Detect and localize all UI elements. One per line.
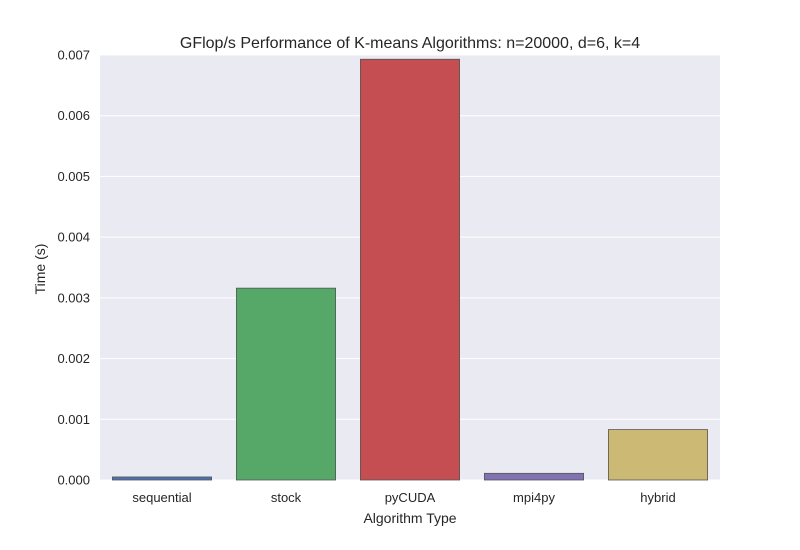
bar-hybrid <box>608 429 709 481</box>
x-axis-label: Algorithm Type <box>363 510 456 526</box>
y-tick-label: 0.004 <box>57 230 90 245</box>
chart-title: GFlop/s Performance of K-means Algorithm… <box>180 35 640 52</box>
bar-pyCUDA <box>359 58 460 481</box>
y-tick-label: 0.007 <box>57 48 90 63</box>
y-axis-label: Time (s) <box>32 244 48 295</box>
y-tick-label: 0.003 <box>57 290 90 305</box>
y-tick-label: 0.002 <box>57 351 90 366</box>
x-tick-label: mpi4py <box>513 490 555 505</box>
bar-sequential <box>112 476 212 481</box>
x-tick-label: hybrid <box>640 490 675 505</box>
bar-stock <box>235 287 336 481</box>
y-tick-label: 0.005 <box>57 169 90 184</box>
y-tick-label: 0.006 <box>57 108 90 123</box>
bars <box>112 58 709 481</box>
x-axis-ticks: sequential stock pyCUDA mpi4py hybrid <box>132 490 675 505</box>
x-tick-label: sequential <box>132 490 191 505</box>
x-tick-label: pyCUDA <box>385 490 436 505</box>
y-axis-ticks: 0.000 0.001 0.002 0.003 0.004 0.005 0.006 0.007 <box>57 48 90 488</box>
bar-mpi4py <box>483 472 584 481</box>
y-tick-label: 0.001 <box>57 412 90 427</box>
y-tick-label: 0.000 <box>57 473 90 488</box>
x-tick-label: stock <box>271 490 302 505</box>
